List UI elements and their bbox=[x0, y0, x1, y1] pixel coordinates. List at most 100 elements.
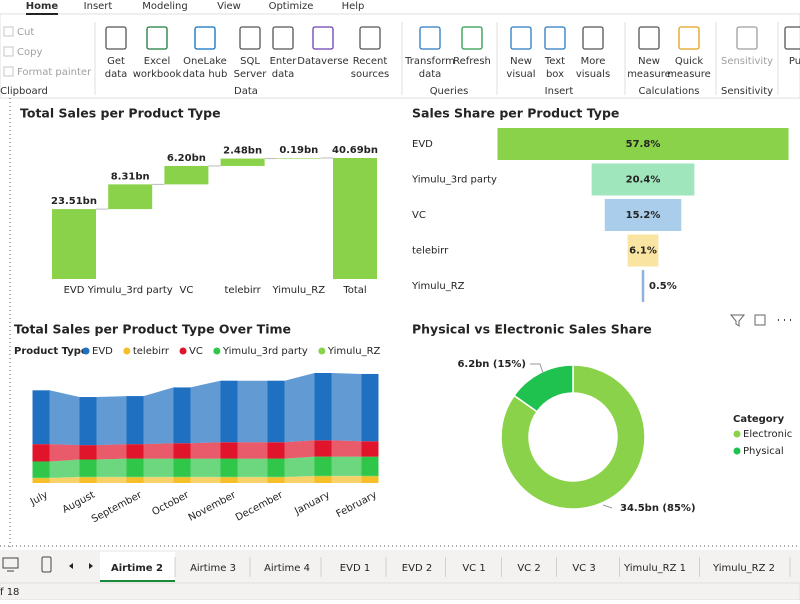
clipboard-button[interactable]: Cut bbox=[17, 27, 34, 38]
ribbon-button-label[interactable]: data bbox=[419, 69, 442, 80]
ribbon-group-label: Data bbox=[234, 86, 258, 97]
category-label: Yimulu_3rd party bbox=[411, 175, 497, 186]
ribbon bbox=[97, 396, 127, 445]
legend-label: telebirr bbox=[133, 346, 170, 357]
page-tab[interactable]: EVD 2 bbox=[402, 563, 432, 574]
page-tab[interactable]: VC 3 bbox=[572, 563, 595, 574]
clipboard-button[interactable]: Format painter bbox=[17, 67, 92, 78]
ribbon-button-label[interactable]: New bbox=[510, 56, 532, 67]
ribbon-button-label[interactable]: Transform bbox=[404, 56, 455, 67]
ribbon bbox=[50, 477, 80, 483]
ribbon-button-label[interactable]: Text bbox=[544, 56, 565, 67]
ribbon-bar bbox=[174, 387, 191, 443]
ribbon-bar bbox=[221, 477, 238, 478]
ribbon-bar bbox=[33, 444, 50, 461]
ribbon-button-label[interactable]: measure bbox=[667, 69, 711, 80]
ribbon-tab[interactable]: Modeling bbox=[142, 1, 188, 12]
ribbon-tab[interactable]: View bbox=[217, 1, 241, 12]
ribbon-button-label[interactable]: Refresh bbox=[453, 56, 491, 67]
legend-marker bbox=[123, 348, 130, 355]
ribbon bbox=[97, 477, 127, 483]
ribbon-button-label[interactable]: More bbox=[581, 56, 606, 67]
ribbon-button-label[interactable]: Server bbox=[234, 69, 268, 80]
ribbon-button-label[interactable]: measure bbox=[627, 69, 671, 80]
data-label: 6.20bn bbox=[167, 153, 206, 164]
ribbon-bar bbox=[33, 390, 50, 444]
ribbon-button-label[interactable]: Recent bbox=[353, 56, 388, 67]
page-tab[interactable]: Yimulu_RZ 2 bbox=[712, 563, 775, 574]
ribbon-button-label[interactable]: visuals bbox=[576, 69, 610, 80]
ribbon-bar bbox=[315, 476, 332, 477]
page-tab[interactable]: Yimulu_RZ 1 bbox=[623, 563, 686, 574]
x-tick-label: VC bbox=[179, 285, 193, 296]
ribbon-bar bbox=[315, 476, 332, 483]
ribbon-button-label[interactable]: workbook bbox=[133, 69, 182, 80]
category-label: Yimulu_RZ bbox=[411, 281, 465, 292]
ribbon bbox=[50, 460, 80, 478]
ribbon-bar bbox=[221, 459, 238, 477]
page-tab[interactable]: VC 1 bbox=[462, 563, 485, 574]
ribbon-bar bbox=[268, 381, 285, 443]
ribbon-bar bbox=[80, 477, 97, 478]
page-tab[interactable]: Airtime 4 bbox=[264, 563, 310, 574]
ribbon bbox=[238, 477, 268, 483]
ribbon-button-label[interactable]: Get bbox=[107, 56, 125, 67]
status-bar bbox=[0, 583, 800, 600]
ribbon-bar bbox=[362, 457, 379, 476]
data-label: 8.31bn bbox=[111, 171, 150, 182]
ribbon bbox=[97, 444, 127, 459]
x-tick-label: Total bbox=[342, 285, 366, 296]
ribbon-button-label[interactable]: Excel bbox=[144, 56, 171, 67]
category-label: VC bbox=[412, 210, 426, 221]
ribbon-button-label[interactable]: Dataverse bbox=[297, 56, 348, 67]
ribbon-button-label[interactable]: visual bbox=[506, 69, 535, 80]
ribbon-group-label: Calculations bbox=[639, 86, 700, 97]
ribbon-button-label[interactable]: New bbox=[638, 56, 660, 67]
ribbon-button-label[interactable]: Pu bbox=[789, 56, 800, 67]
legend-label: EVD bbox=[92, 346, 113, 357]
ribbon-bar bbox=[127, 444, 144, 458]
ribbon-button-label[interactable]: SQL bbox=[240, 56, 260, 67]
ribbon-bar bbox=[33, 478, 50, 483]
ribbon-button-label[interactable]: data hub bbox=[183, 69, 228, 80]
ribbon-button-label[interactable]: box bbox=[546, 69, 564, 80]
ribbon-bar bbox=[268, 477, 285, 478]
ribbon-bar bbox=[268, 477, 285, 483]
page-tab[interactable]: EVD 1 bbox=[340, 563, 370, 574]
ribbon-tab[interactable]: Help bbox=[342, 1, 365, 12]
category-label: EVD bbox=[412, 139, 433, 150]
funnel-bar bbox=[642, 270, 645, 302]
ribbon-bar bbox=[80, 477, 97, 483]
ribbon-bar bbox=[127, 396, 144, 444]
clipboard-button[interactable]: Copy bbox=[17, 47, 42, 58]
page-tab[interactable]: Airtime 3 bbox=[190, 563, 236, 574]
ribbon-tab[interactable]: Insert bbox=[84, 1, 113, 12]
ribbon-button-label[interactable]: OneLake bbox=[183, 56, 227, 67]
ribbon-group-label: Sensitivity bbox=[721, 86, 773, 97]
ribbon-tab[interactable]: Home bbox=[26, 1, 59, 12]
ribbon-bar bbox=[362, 374, 379, 441]
ribbon bbox=[97, 459, 127, 477]
ribbon-tab[interactable]: Optimize bbox=[269, 1, 314, 12]
data-label: 20.4% bbox=[626, 175, 661, 186]
ribbon-button-label[interactable]: data bbox=[272, 69, 295, 80]
legend-label: Yimulu_RZ bbox=[327, 346, 381, 357]
ribbon-bar bbox=[268, 459, 285, 477]
ribbon-button-label[interactable]: sources bbox=[351, 69, 389, 80]
legend-marker bbox=[734, 448, 741, 455]
ribbon-bar bbox=[33, 461, 50, 477]
bar bbox=[164, 166, 208, 184]
legend-marker bbox=[734, 431, 741, 438]
ribbon bbox=[285, 457, 315, 477]
ribbon-button-label[interactable]: data bbox=[105, 69, 128, 80]
page-tab[interactable]: Airtime 2 bbox=[111, 563, 163, 574]
ribbon-button-label[interactable]: Quick bbox=[675, 56, 703, 67]
ribbon bbox=[191, 381, 221, 444]
ribbon-group-label: Queries bbox=[430, 86, 469, 97]
page-tab[interactable]: VC 2 bbox=[517, 563, 540, 574]
ribbon bbox=[285, 373, 315, 442]
ribbon-button-label[interactable]: Enter bbox=[270, 56, 298, 67]
ribbon-bar bbox=[127, 459, 144, 477]
ribbon-bar bbox=[221, 477, 238, 483]
chart-title: Physical vs Electronic Sales Share bbox=[412, 322, 652, 337]
